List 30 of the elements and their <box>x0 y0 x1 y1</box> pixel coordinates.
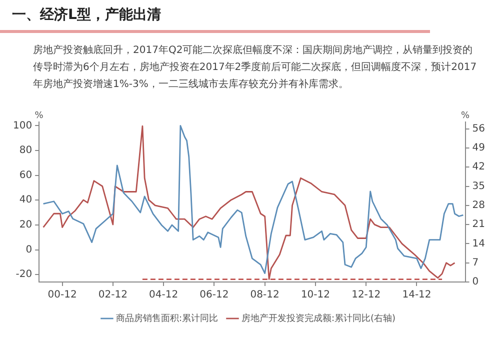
y2-tick-label: 21 <box>472 219 486 230</box>
y-tick-label: 80 <box>19 145 32 156</box>
y-tick-label: 0 <box>26 244 32 256</box>
legend-label: 房地产开发投资完成额:累计同比(右轴) <box>241 312 396 324</box>
x-tick-label: 08-12 <box>250 290 280 301</box>
x-tick-label: 02-12 <box>98 290 128 301</box>
x-tick-label: 10-12 <box>300 290 330 301</box>
x-tick-label: 04-12 <box>149 290 178 301</box>
y-tick-label: -20 <box>16 269 32 280</box>
y2-tick-label: 14 <box>472 238 486 250</box>
y2-tick-label: 0 <box>472 276 479 288</box>
y-axis-title: % <box>34 110 44 121</box>
y-tick-label: 40 <box>19 194 32 206</box>
y2-tick-label: 7 <box>472 257 479 268</box>
y-tick-label: 20 <box>19 220 32 231</box>
y2-axis-title: % <box>460 110 470 121</box>
legend-label: 商品房销售面积:累计同比 <box>116 312 218 324</box>
chart-title: 一、经济L型，产能出清 <box>12 6 161 24</box>
x-tick-label: 00-12 <box>48 290 77 301</box>
y-tick-label: 100 <box>12 120 32 132</box>
y2-tick-label: 28 <box>472 200 486 212</box>
y2-tick-label: 56 <box>472 123 486 134</box>
chart-subtitle: 房地产投资触底回升，2017年Q2可能二次探底但幅度不深：国庆期间房地产调控，从销量到投资的传导时滞为6个月左右，房地产投资在2017年2季度前后可能二次探底，但回调幅度不深，预计2017年房地产投资增速1%-3%，一二三线城市去库存较充分并有补库需求。 <box>33 44 478 92</box>
x-tick-label: 12-12 <box>352 290 381 301</box>
x-tick-label: 14-12 <box>402 290 432 301</box>
y2-tick-label: 42 <box>472 162 486 173</box>
y2-tick-label: 49 <box>472 142 486 154</box>
y2-tick-label: 35 <box>472 180 486 192</box>
y-tick-label: 60 <box>19 170 32 181</box>
x-tick-label: 06-12 <box>200 290 229 301</box>
